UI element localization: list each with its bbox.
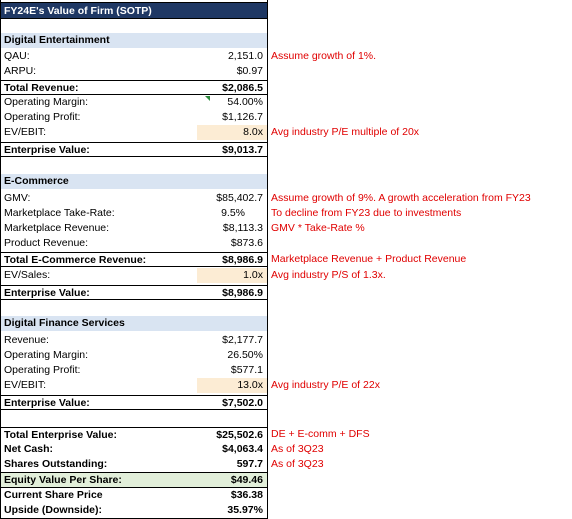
table-row-current-share-price[interactable]: Current Share Price $36.38: [1, 488, 267, 503]
row-value: $0.97: [236, 65, 263, 77]
note-gmv-growth: Assume growth of 9%. A growth accelerati…: [271, 192, 531, 204]
note-marketplace-revenue: GMV * Take-Rate %: [271, 222, 365, 234]
row-label: QAU:: [4, 50, 30, 62]
note-de-ev-ebit: Avg industry P/E multiple of 20x: [271, 126, 420, 138]
row-label: Enterprise Value:: [4, 144, 90, 156]
note-shares-outstanding: As of 3Q23: [271, 458, 324, 470]
row-value: $873.6: [230, 237, 263, 249]
row-value: 2,151.0: [227, 50, 263, 62]
note-qau-growth: Assume growth of 1%.: [271, 50, 377, 62]
row-value: 597.7: [236, 458, 263, 470]
row-value: $4,063.4: [222, 443, 263, 455]
section-title: Digital Entertainment: [4, 34, 110, 46]
table-row-ev-sales[interactable]: EV/Sales: 1.0x: [1, 268, 267, 283]
table-row-operating-margin[interactable]: Operating Margin: 54.00%: [1, 95, 267, 110]
section-header-ecommerce[interactable]: E-Commerce: [1, 174, 267, 189]
multiple-input-cell[interactable]: [197, 268, 267, 283]
row-label: GMV:: [4, 192, 31, 204]
row-value: 54.00%: [227, 96, 263, 108]
row-label: Marketplace Revenue:: [4, 222, 110, 234]
row-label: Operating Margin:: [4, 96, 89, 108]
row-label: Marketplace Take-Rate:: [4, 207, 115, 219]
row-label: Enterprise Value:: [4, 287, 90, 299]
table-row-qau[interactable]: QAU: 2,151.0: [1, 49, 267, 64]
row-value: $36.38: [230, 489, 263, 501]
table-row-enterprise-value[interactable]: Enterprise Value: $8,986.9: [1, 285, 267, 300]
table-row-take-rate[interactable]: Marketplace Take-Rate: 9.5%: [1, 206, 267, 221]
table-row-ev-ebit[interactable]: EV/EBIT: 13.0x: [1, 378, 267, 393]
row-value: $25,502.6: [216, 429, 263, 441]
row-label: EV/Sales:: [4, 269, 51, 281]
row-value: $8,986.9: [222, 287, 263, 299]
section-title: E-Commerce: [4, 175, 69, 187]
row-label: Operating Margin:: [4, 349, 89, 361]
row-value: $577.1: [230, 364, 263, 376]
table-row-upside-downside[interactable]: Upside (Downside): 35.97%: [1, 503, 267, 519]
row-value: $2,177.7: [222, 334, 263, 346]
row-label: ARPU:: [4, 65, 37, 77]
table-row-gmv[interactable]: GMV: $85,402.7: [1, 191, 267, 206]
row-value: $85,402.7: [216, 192, 263, 204]
row-value: 26.50%: [227, 349, 263, 361]
table-row-ev-ebit[interactable]: EV/EBIT: 8.0x: [1, 125, 267, 140]
table-row-total-revenue[interactable]: Total Revenue: $2,086.5: [1, 80, 267, 95]
section-title: Digital Finance Services: [4, 317, 125, 329]
row-label: EV/EBIT:: [4, 379, 47, 391]
row-value: $1,126.7: [222, 111, 263, 123]
table-row-total-ecommerce-revenue[interactable]: Total E-Commerce Revenue: $8,986.9: [1, 252, 267, 267]
table-row-enterprise-value[interactable]: Enterprise Value: $7,502.0: [1, 395, 267, 410]
table-title-row[interactable]: FY24E's Value of Firm (SOTP): [1, 2, 267, 19]
row-label: Revenue:: [4, 334, 49, 346]
row-label: Total E-Commerce Revenue:: [4, 254, 147, 266]
table-row-equity-value-per-share[interactable]: Equity Value Per Share: $49.46: [1, 472, 267, 488]
row-label: Operating Profit:: [4, 364, 81, 376]
table-row-operating-profit[interactable]: Operating Profit: $577.1: [1, 363, 267, 378]
section-header-digital-entertainment[interactable]: Digital Entertainment: [1, 33, 267, 48]
row-value: 13.0x: [237, 379, 263, 391]
row-label: Total Revenue:: [4, 82, 79, 94]
note-net-cash: As of 3Q23: [271, 443, 324, 455]
table-row-arpu[interactable]: ARPU: $0.97: [1, 64, 267, 79]
table-row-total-enterprise-value[interactable]: Total Enterprise Value: $25,502.6: [1, 427, 267, 442]
row-value: $8,113.3: [222, 222, 263, 234]
table-row-net-cash[interactable]: Net Cash: $4,063.4: [1, 442, 267, 457]
table-row-product-revenue[interactable]: Product Revenue: $873.6: [1, 236, 267, 251]
row-label: Operating Profit:: [4, 111, 81, 123]
note-take-rate: To decline from FY23 due to investments: [271, 207, 462, 219]
row-value: 8.0x: [243, 126, 263, 138]
row-label: Shares Outstanding:: [4, 458, 108, 470]
note-ev-sales: Avg industry P/S of 1.3x.: [271, 269, 386, 281]
row-label: EV/EBIT:: [4, 126, 47, 138]
row-label: Enterprise Value:: [4, 397, 90, 409]
row-value: 35.97%: [227, 504, 263, 516]
row-label: Equity Value Per Share:: [4, 474, 122, 486]
note-dfs-ev-ebit: Avg industry P/E of 22x: [271, 379, 380, 391]
row-label: Current Share Price: [4, 489, 103, 501]
row-label: Product Revenue:: [4, 237, 89, 249]
row-value: $8,986.9: [222, 254, 263, 266]
table-row-marketplace-revenue[interactable]: Marketplace Revenue: $8,113.3: [1, 221, 267, 236]
table-row-operating-profit[interactable]: Operating Profit: $1,126.7: [1, 110, 267, 125]
row-label: Total Enterprise Value:: [4, 429, 118, 441]
row-value: 9.5%: [221, 207, 245, 219]
row-label: Upside (Downside):: [4, 504, 103, 516]
table-title: FY24E's Value of Firm (SOTP): [4, 5, 152, 17]
section-header-digital-finance-services[interactable]: Digital Finance Services: [1, 316, 267, 331]
row-value: 1.0x: [243, 269, 263, 281]
note-total-ecommerce-revenue: Marketplace Revenue + Product Revenue: [271, 253, 467, 265]
table-row-enterprise-value[interactable]: Enterprise Value: $9,013.7: [1, 142, 267, 157]
row-value: $49.46: [230, 474, 263, 486]
table-row-shares-outstanding[interactable]: Shares Outstanding: 597.7: [1, 457, 267, 472]
row-value: $2,086.5: [222, 82, 263, 94]
row-label: Net Cash:: [4, 443, 54, 455]
comment-indicator-icon: [205, 96, 210, 101]
row-value: $7,502.0: [222, 397, 263, 409]
multiple-input-cell[interactable]: [197, 125, 267, 140]
table-row-revenue[interactable]: Revenue: $2,177.7: [1, 333, 267, 348]
multiple-input-cell[interactable]: [197, 378, 267, 393]
row-value: $9,013.7: [222, 144, 263, 156]
table-row-operating-margin[interactable]: Operating Margin: 26.50%: [1, 348, 267, 363]
valuation-table: FY24E's Value of Firm (SOTP) Digital Ent…: [0, 0, 268, 519]
note-total-enterprise-value: DE + E-comm + DFS: [271, 428, 370, 440]
